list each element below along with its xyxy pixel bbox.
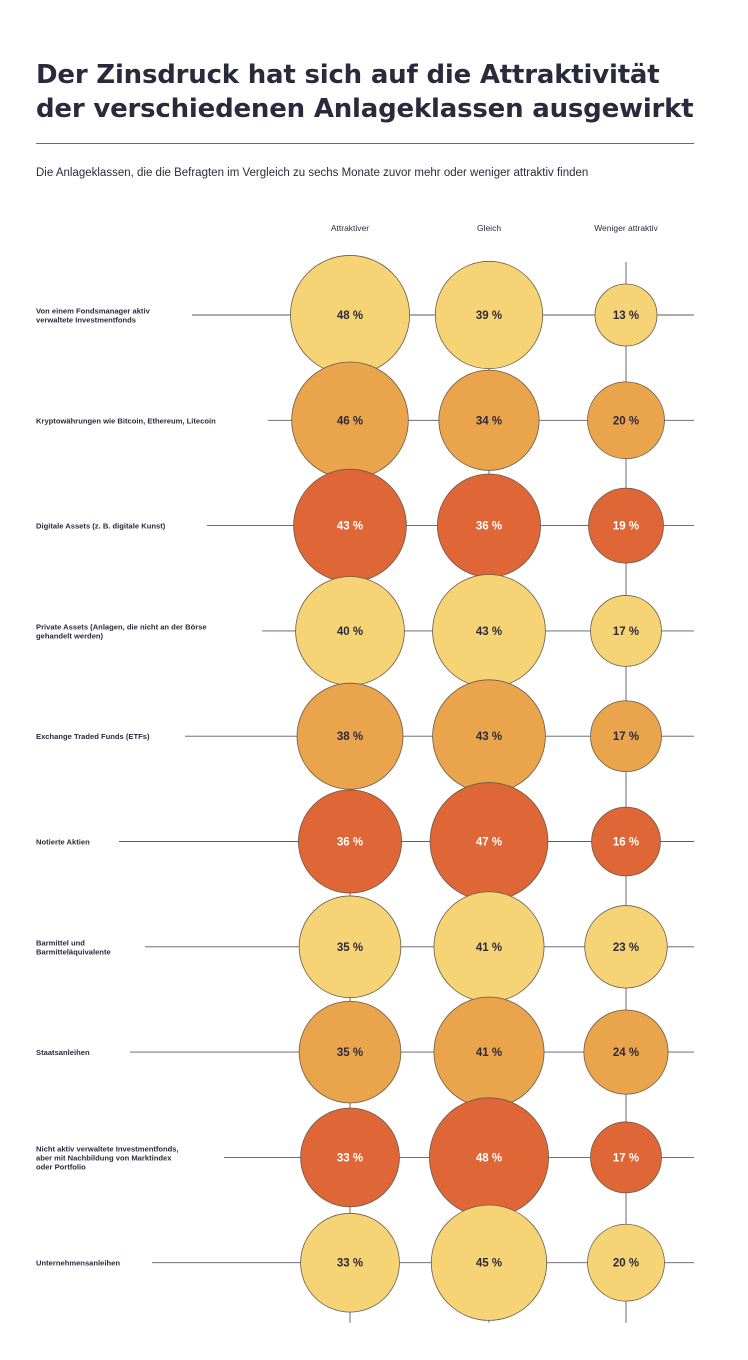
data-label: 43 %: [476, 731, 502, 743]
bubble: [590, 1121, 662, 1194]
data-label: 20 %: [613, 415, 639, 427]
data-label: 17 %: [613, 626, 639, 638]
data-label: 23 %: [613, 942, 639, 954]
data-label: 46 %: [337, 415, 363, 427]
row-label: Unternehmensanleihen: [36, 1259, 120, 1268]
bubble: [430, 1204, 548, 1321]
row-label: Exchange Traded Funds (ETFs): [36, 732, 150, 741]
data-label: 17 %: [613, 1152, 639, 1164]
data-label: 41 %: [476, 1047, 502, 1059]
row-label: Staatsanleihen: [36, 1048, 90, 1057]
row-label: oder Portfolio: [36, 1162, 86, 1171]
chart-title: Der Zinsdruck hat sich auf die Attraktiv…: [36, 60, 694, 124]
row-label: Private Assets (Anlagen, die nicht an de…: [36, 622, 207, 631]
bubble: [298, 895, 402, 999]
bubble: [297, 789, 402, 894]
row-label: Barmittel und: [36, 938, 85, 947]
data-label: 48 %: [476, 1152, 502, 1164]
data-label: 35 %: [337, 942, 363, 954]
data-label: 36 %: [337, 837, 363, 849]
data-label: 38 %: [337, 731, 363, 743]
title-divider: [36, 143, 694, 144]
bubble: [584, 905, 668, 989]
column-header: Gleich: [477, 223, 501, 233]
column-header: Attraktiver: [331, 223, 369, 233]
data-label: 13 %: [613, 310, 639, 322]
bubble: [587, 1223, 665, 1302]
row-label: Von einem Fondsmanager aktiv: [36, 307, 151, 316]
row-label: Nicht aktiv verwaltete Investmentfonds,: [36, 1144, 179, 1153]
row-label: Kryptowährungen wie Bitcoin, Ethereum, L…: [36, 416, 216, 425]
row-label: Barmitteläquivalente: [36, 947, 111, 956]
chart-subtitle: Die Anlageklassen, die die Befragten im …: [36, 167, 589, 179]
bubble: [296, 682, 404, 790]
data-label: 45 %: [476, 1258, 502, 1270]
bubble: [583, 1009, 669, 1095]
data-label: 16 %: [613, 837, 639, 849]
row-label: Digitale Assets (z. B. digitale Kunst): [36, 522, 166, 531]
bubble: [298, 1000, 402, 1104]
row-label: verwaltete Investmentfonds: [36, 316, 136, 325]
row-label: gehandelt werden): [36, 631, 104, 640]
bubble: [587, 381, 665, 460]
bubble: [300, 1107, 400, 1208]
data-label: 33 %: [337, 1152, 363, 1164]
data-label: 39 %: [476, 310, 502, 322]
data-label: 48 %: [337, 310, 363, 322]
data-label: 19 %: [613, 521, 639, 533]
data-label: 43 %: [337, 521, 363, 533]
data-label: 33 %: [337, 1258, 363, 1270]
data-label: 40 %: [337, 626, 363, 638]
bubble: [590, 595, 662, 667]
bubble: [588, 487, 664, 564]
data-label: 41 %: [476, 942, 502, 954]
data-label: 43 %: [476, 626, 502, 638]
column-header: Weniger attraktiv: [594, 223, 658, 233]
bubble: [590, 700, 662, 773]
data-label: 17 %: [613, 731, 639, 743]
bubble: [438, 369, 540, 471]
bubble: [434, 260, 544, 370]
data-label: 36 %: [476, 521, 502, 533]
data-label: 24 %: [613, 1047, 639, 1059]
data-label: 34 %: [476, 415, 502, 427]
bubble: [594, 283, 658, 347]
row-label: Notierte Aktien: [36, 838, 90, 847]
data-label: 35 %: [337, 1047, 363, 1059]
bubble: [300, 1212, 400, 1313]
bubble: [591, 806, 661, 877]
data-label: 20 %: [613, 1258, 639, 1270]
row-label: aber mit Nachbildung von Marktindex: [36, 1153, 172, 1162]
data-label: 47 %: [476, 837, 502, 849]
